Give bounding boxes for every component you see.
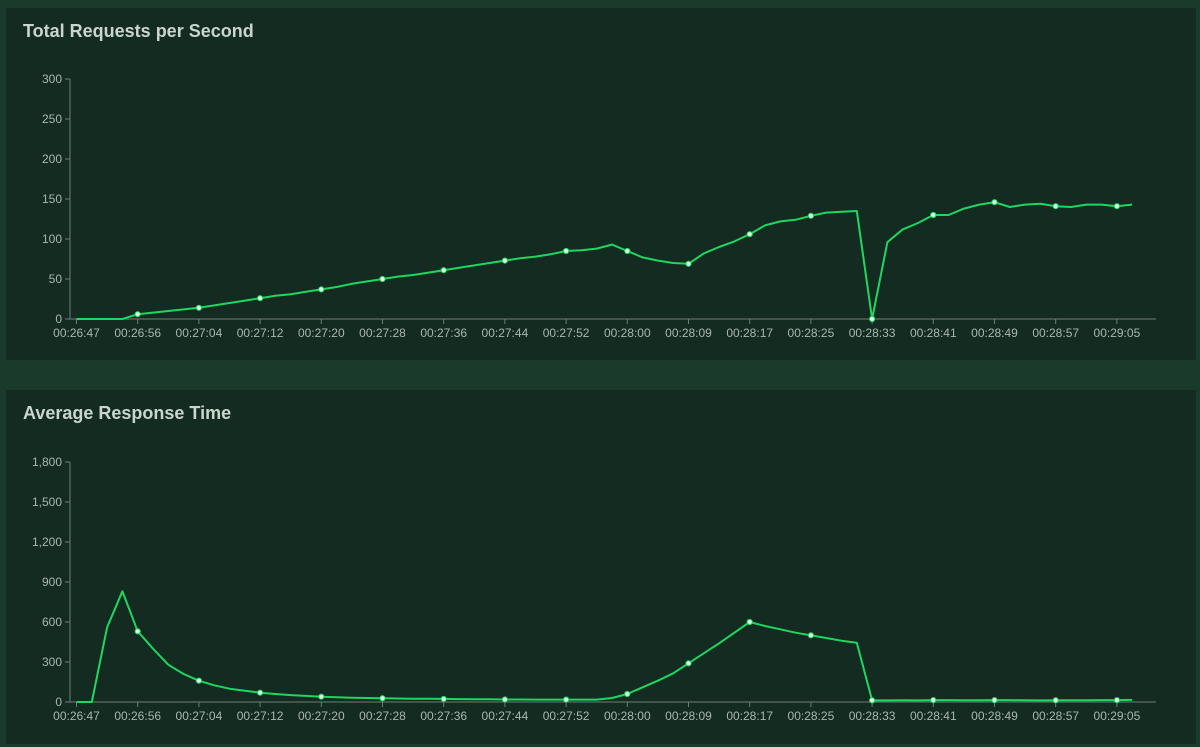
- data-point-marker: [991, 697, 998, 704]
- x-tick-label: 00:28:17: [726, 326, 773, 340]
- y-tick-label: 900: [42, 575, 62, 589]
- y-tick-label: 1,500: [32, 495, 62, 509]
- data-point-marker: [440, 267, 447, 274]
- data-point-marker: [563, 247, 570, 255]
- x-tick-label: 00:28:25: [788, 326, 835, 340]
- data-point-marker: [624, 690, 631, 698]
- data-point-marker: [685, 660, 692, 667]
- y-tick-label: 250: [42, 112, 62, 126]
- data-point-marker: [869, 697, 876, 704]
- x-tick-label: 00:27:20: [298, 709, 345, 723]
- x-tick-label: 00:26:47: [53, 326, 100, 340]
- x-tick-label: 00:28:25: [788, 709, 835, 723]
- data-point-marker: [195, 304, 202, 311]
- data-point-marker: [807, 212, 815, 219]
- data-point-marker: [318, 693, 325, 700]
- data-point-marker: [1113, 697, 1121, 704]
- x-tick-label: 00:27:28: [359, 709, 406, 723]
- data-point-marker: [257, 689, 264, 696]
- data-point-marker: [1052, 203, 1059, 210]
- x-tick-label: 00:26:47: [53, 709, 100, 723]
- x-tick-label: 00:28:57: [1032, 326, 1079, 340]
- x-tick-label: 00:28:17: [726, 709, 773, 723]
- x-tick-label: 00:28:09: [665, 709, 712, 723]
- response-time-panel: Average Response Time 0 300 600 900 1,200 1,5…: [6, 390, 1196, 744]
- data-point-marker: [1052, 697, 1059, 704]
- series-line: [76, 201, 1133, 320]
- x-tick-label: 00:26:56: [114, 326, 161, 340]
- x-tick-label: 00:27:12: [237, 326, 284, 340]
- data-point-marker: [257, 295, 264, 302]
- requests-per-second-panel: Total Requests per Second 0 50 100 150 200 25…: [6, 8, 1196, 360]
- data-point-marker: [134, 311, 141, 318]
- x-tick-label: 00:27:28: [359, 326, 406, 340]
- y-tick-label: 1,200: [32, 535, 62, 549]
- y-tick-label: 600: [42, 615, 62, 629]
- x-tick-label: 00:27:04: [176, 709, 223, 723]
- x-tick-label: 00:27:12: [237, 709, 284, 723]
- data-point-marker: [501, 257, 508, 264]
- y-tick-label: 300: [42, 72, 62, 86]
- data-point-marker: [746, 231, 753, 238]
- y-tick-label: 1,800: [32, 455, 62, 469]
- data-point-marker: [1113, 203, 1121, 210]
- response-time-chart: 0 300 600 900 1,200 1,500 1,800 00:26:47 00:26:5…: [32, 455, 1156, 723]
- data-point-marker: [134, 628, 141, 635]
- y-tick-label: 0: [55, 312, 62, 326]
- x-tick-label: 00:28:33: [849, 709, 896, 723]
- y-tick-label: 50: [49, 272, 63, 286]
- y-tick-label: 150: [42, 192, 62, 206]
- x-tick-label: 00:28:00: [604, 326, 651, 340]
- x-tick-label: 00:27:52: [543, 709, 590, 723]
- y-tick-label: 100: [42, 232, 62, 246]
- x-tick-label: 00:29:05: [1094, 326, 1141, 340]
- data-point-marker: [930, 697, 937, 704]
- data-point-marker: [930, 211, 937, 219]
- data-point-marker: [563, 696, 570, 703]
- x-tick-label: 00:27:36: [420, 326, 467, 340]
- data-point-marker: [869, 315, 876, 323]
- x-tick-label: 00:27:52: [543, 326, 590, 340]
- series-line: [76, 590, 1133, 703]
- data-point-marker: [440, 695, 447, 703]
- x-tick-label: 00:26:56: [114, 709, 161, 723]
- response-time-chart-title: Average Response Time: [23, 403, 232, 423]
- x-tick-label: 00:27:44: [482, 709, 529, 723]
- data-point-marker: [195, 677, 202, 684]
- data-point-marker: [318, 286, 325, 293]
- x-tick-label: 00:27:44: [482, 326, 529, 340]
- x-tick-label: 00:29:05: [1094, 709, 1141, 723]
- x-tick-label: 00:28:00: [604, 709, 651, 723]
- data-point-marker: [501, 696, 508, 703]
- x-tick-label: 00:28:49: [971, 326, 1018, 340]
- data-point-marker: [991, 199, 998, 206]
- x-tick-label: 00:27:20: [298, 326, 345, 340]
- data-point-marker: [379, 275, 386, 283]
- x-tick-label: 00:27:04: [176, 326, 223, 340]
- y-tick-label: 200: [42, 152, 62, 166]
- y-tick-label: 0: [55, 695, 62, 709]
- data-point-marker: [379, 695, 386, 702]
- x-tick-label: 00:28:09: [665, 326, 712, 340]
- x-tick-label: 00:28:57: [1032, 709, 1079, 723]
- x-tick-label: 00:28:41: [910, 326, 957, 340]
- data-point-marker: [807, 632, 815, 639]
- requests-chart-title: Total Requests per Second: [23, 21, 254, 41]
- data-point-marker: [685, 260, 692, 267]
- x-tick-label: 00:28:41: [910, 709, 957, 723]
- x-tick-label: 00:27:36: [420, 709, 467, 723]
- requests-per-second-chart: 0 50 100 150 200 250 300 00:26:47 00:26:56 00:27:…: [42, 72, 1156, 340]
- data-point-marker: [624, 247, 631, 255]
- x-tick-label: 00:28:49: [971, 709, 1018, 723]
- data-point-marker: [746, 618, 753, 626]
- x-tick-label: 00:28:33: [849, 326, 896, 340]
- y-tick-label: 300: [42, 655, 62, 669]
